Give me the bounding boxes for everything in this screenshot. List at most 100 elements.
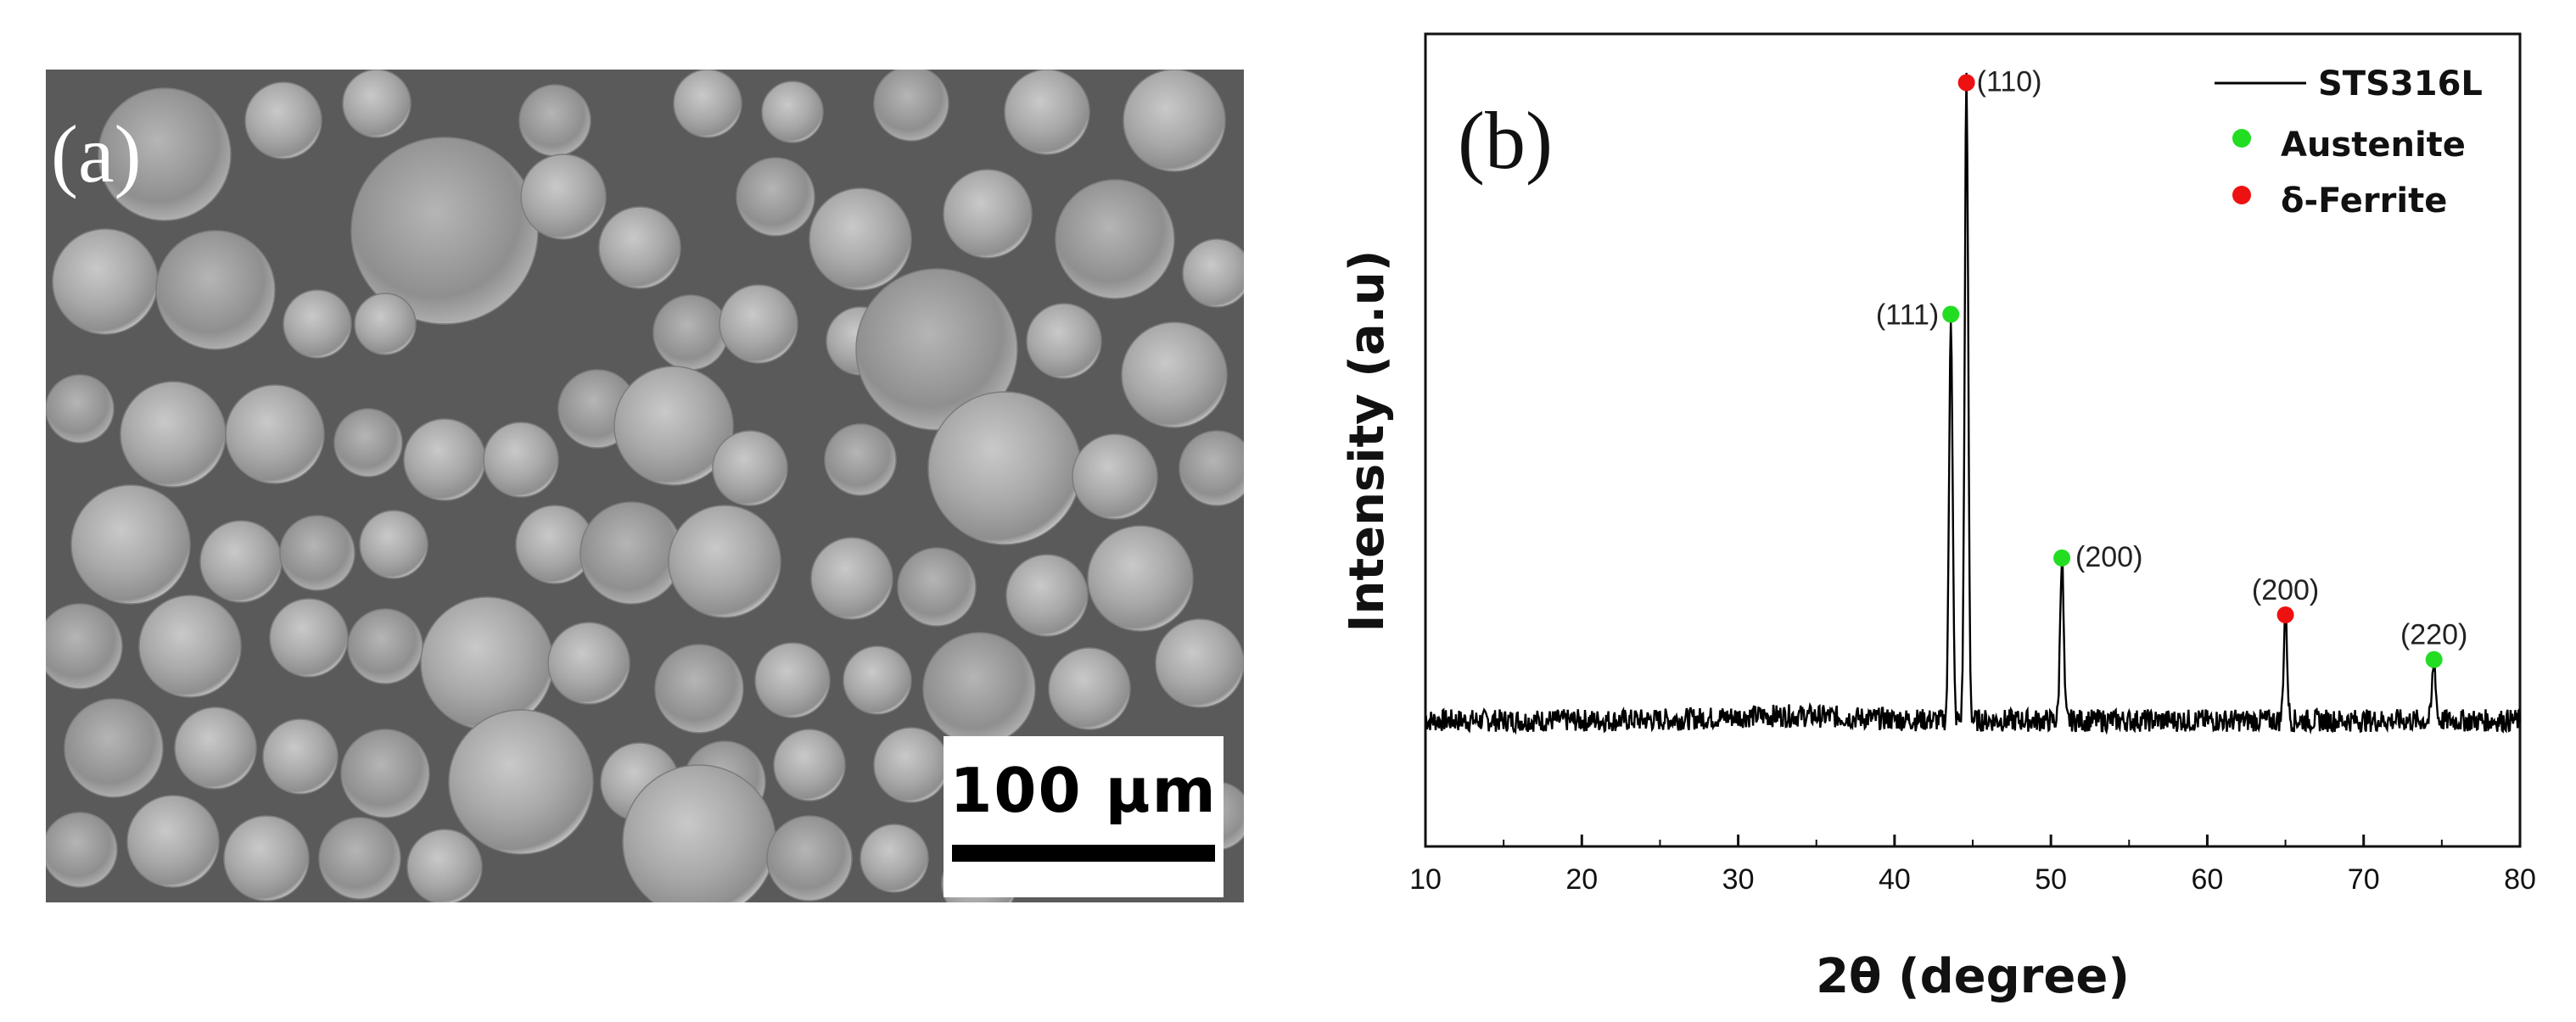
x-axis: 10 20 30 40 50 60 70 80 <box>1409 835 2536 896</box>
powder-particle <box>754 642 831 718</box>
powder-particle <box>761 81 824 143</box>
powder-particle <box>547 622 630 705</box>
powder-particle <box>598 206 681 289</box>
peak-marker <box>2053 549 2071 567</box>
scale-bar-line <box>952 845 1215 862</box>
x-tick-label: 30 <box>1722 863 1755 896</box>
powder-particle <box>673 70 742 138</box>
powder-particle <box>406 829 483 902</box>
powder-particle <box>279 515 356 591</box>
legend: STS316L Austenite δ-Ferrite <box>2215 64 2483 221</box>
peak-label: (111) <box>1876 299 1939 332</box>
powder-particle <box>448 709 594 855</box>
powder-particle <box>126 795 220 888</box>
particle-field <box>46 70 1244 902</box>
x-tick-label: 50 <box>2035 863 2067 896</box>
powder-particle <box>403 418 486 501</box>
peak-marker <box>1942 305 1960 323</box>
y-axis-title: Intensity (a.u) <box>1340 250 1395 633</box>
powder-particle <box>580 501 683 605</box>
panel-letter-a: (a) <box>51 109 142 199</box>
powder-particle <box>1155 618 1244 708</box>
scale-bar-label: 100 μm <box>949 755 1218 826</box>
powder-particle <box>927 391 1082 545</box>
powder-particle <box>359 510 428 579</box>
peak-label: (110) <box>1977 65 2042 98</box>
powder-particle <box>1055 179 1175 299</box>
powder-particle <box>810 537 893 620</box>
powder-particle <box>873 70 949 142</box>
powder-particle <box>333 408 403 477</box>
powder-particle <box>347 608 423 684</box>
powder-particle <box>897 547 977 627</box>
powder-particle <box>1004 70 1090 155</box>
powder-particle <box>860 824 929 893</box>
legend-label-ferrite: δ-Ferrite <box>2281 182 2447 221</box>
legend-dot-austenite <box>2232 129 2251 148</box>
powder-particle <box>138 595 242 698</box>
powder-particle <box>843 645 912 715</box>
powder-particle <box>719 284 798 364</box>
powder-particle <box>1121 321 1228 428</box>
powder-particle <box>668 505 781 618</box>
x-tick-label: 20 <box>1565 863 1598 896</box>
peak-label: (200) <box>2075 541 2142 573</box>
sem-micrograph: (a) 100 μm <box>46 70 1244 902</box>
powder-particle <box>70 484 191 605</box>
powder-particle <box>1179 430 1244 506</box>
powder-particle <box>225 384 325 484</box>
powder-particle <box>922 632 1036 746</box>
powder-particle <box>64 698 164 798</box>
powder-particle <box>1182 238 1244 308</box>
powder-particle <box>1005 554 1089 637</box>
powder-particle <box>1026 303 1102 379</box>
peak-marker <box>2276 606 2294 623</box>
x-tick-label: 80 <box>2504 863 2536 896</box>
x-tick-label: 10 <box>1409 863 1442 896</box>
peak-labels: (111) (110) (200) (200) (220) <box>1876 65 2467 651</box>
powder-particle <box>283 289 352 359</box>
powder-particle <box>518 84 591 157</box>
powder-particle <box>199 520 283 603</box>
powder-particle <box>262 718 339 795</box>
peak-label: (200) <box>2252 574 2319 606</box>
powder-particle <box>46 603 123 690</box>
powder-particle <box>244 81 322 159</box>
panel-letter-b: (b) <box>1458 95 1553 186</box>
x-tick-label: 70 <box>2348 863 2380 896</box>
peak-label: (220) <box>2400 619 2467 651</box>
powder-particle <box>340 729 430 818</box>
powder-particle <box>420 596 554 730</box>
powder-particles-image <box>46 70 1244 902</box>
powder-particle <box>223 815 310 902</box>
powder-particle <box>52 228 159 335</box>
legend-label-sts316l: STS316L <box>2318 64 2483 103</box>
powder-particle <box>174 706 257 790</box>
peak-marker <box>2425 651 2443 668</box>
x-axis-title: 2θ (degree) <box>1816 949 2130 1004</box>
powder-particle <box>342 70 412 138</box>
powder-particle <box>766 815 853 902</box>
peak-marker <box>1957 74 1975 92</box>
powder-particle <box>873 727 949 803</box>
powder-particle <box>613 366 734 486</box>
powder-particle <box>1048 647 1131 730</box>
x-tick-label: 60 <box>2192 863 2224 896</box>
powder-particle <box>809 187 912 291</box>
powder-particle <box>269 598 349 678</box>
powder-particle <box>120 381 227 488</box>
powder-particle <box>483 422 559 498</box>
powder-particle <box>824 423 897 496</box>
powder-particle <box>98 87 232 221</box>
powder-particle <box>354 293 417 355</box>
powder-particle <box>736 157 815 237</box>
x-tick-label: 40 <box>1879 863 1911 896</box>
powder-particle <box>943 169 1033 259</box>
legend-dot-ferrite <box>2232 186 2251 204</box>
powder-particle <box>855 268 1018 431</box>
powder-particle <box>1123 70 1226 172</box>
powder-particle <box>46 812 118 888</box>
peak-markers <box>1942 74 2443 668</box>
scale-bar: 100 μm <box>944 736 1224 897</box>
powder-particle <box>712 430 788 506</box>
